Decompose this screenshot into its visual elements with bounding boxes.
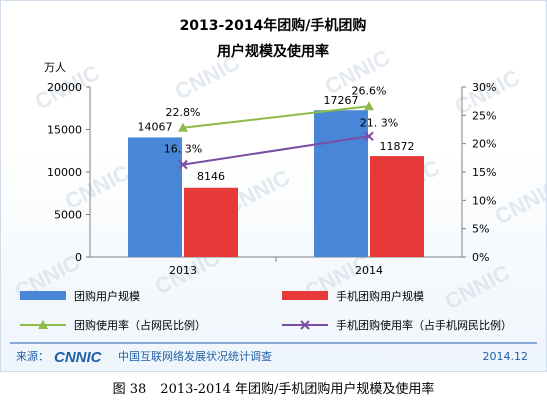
y-left-tick-label: 10000 [47, 166, 82, 179]
y-right-tick-label: 25% [472, 109, 496, 122]
x-tick-label: 2014 [355, 264, 383, 277]
y-right-tick-label: 20% [472, 138, 496, 151]
y-right-tick-label: 5% [472, 223, 489, 236]
line-group-buy-rate [182, 105, 370, 129]
legend-label: 团购使用率（占网民比例） [74, 318, 206, 332]
footer-date: 2014.12 [483, 350, 529, 363]
x-marker [178, 159, 188, 170]
legend-label: 手机团购用户规模 [336, 289, 424, 303]
bars [128, 110, 424, 257]
y-right-tick-label: 30% [472, 81, 496, 94]
watermark-text: CNNIC [441, 260, 514, 315]
legend-swatch [20, 291, 66, 300]
chart-card [0, 0, 547, 372]
bar-mobile-group-buy-users-2013 [184, 187, 238, 257]
x-tick-label: 2013 [169, 264, 197, 277]
footer-source-label: 来源： [16, 349, 49, 363]
y-right-tick-label: 0% [472, 251, 489, 264]
legend-triangle-marker [38, 320, 48, 329]
chart-title-line1: 2013-2014年团购/手机团购 [180, 17, 367, 34]
lines [178, 101, 374, 170]
y-left-tick-label: 20000 [47, 81, 82, 94]
y-right-tick-label: 15% [472, 166, 496, 179]
bar-value-label: 14067 [138, 120, 173, 133]
bar-value-label: 11872 [380, 140, 415, 153]
footer-org: 中国互联网络发展状况统计调查 [118, 349, 272, 363]
watermark-text: CNNIC [491, 175, 547, 230]
y-axis-unit-label: 万人 [44, 61, 66, 74]
bar-value-label: 17267 [324, 94, 359, 107]
cnnic-logo: CNNIC [54, 349, 103, 366]
data-labels: 14067 17267 8146 11872 22.8% 26.6% 16. 3% 21. 3… [138, 84, 415, 182]
bar-group-buy-users-2014 [314, 110, 368, 257]
line-value-label: 22.8% [166, 106, 201, 119]
legend-x-marker [300, 320, 310, 330]
line-mobile-group-buy-rate [182, 135, 370, 166]
y-left-tick-label: 5000 [54, 209, 82, 222]
footer: 来源： CNNIC 中国互联网络发展状况统计调查 2014.12 [10, 342, 537, 366]
y-right-tick-label: 10% [472, 194, 496, 207]
bar-value-label: 8146 [197, 170, 225, 183]
triangle-marker [364, 101, 374, 111]
figure-caption-text: 2013-2014 年团购/手机团购用户规模及使用率 [160, 382, 435, 397]
y-left-tick-label: 15000 [47, 124, 82, 137]
triangle-marker [178, 122, 188, 132]
bar-mobile-group-buy-users-2014 [370, 156, 424, 257]
legend-swatch [282, 291, 328, 300]
chart-title-line2: 用户规模及使用率 [217, 43, 329, 60]
bar-group-buy-users-2013 [128, 137, 182, 257]
line-value-label: 21. 3% [360, 116, 398, 129]
figure-number: 图 38 [112, 382, 147, 397]
line-value-label: 26.6% [352, 84, 387, 97]
figure-caption: 图 38 2013-2014 年团购/手机团购用户规模及使用率 [0, 378, 547, 397]
x-marker [364, 131, 374, 142]
line-value-label: 16. 3% [164, 143, 202, 156]
legend-label: 团购用户规模 [74, 289, 140, 303]
legend-label: 手机团购使用率（占手机网民比例） [336, 318, 512, 332]
y-left-tick-label: 0 [75, 251, 82, 264]
